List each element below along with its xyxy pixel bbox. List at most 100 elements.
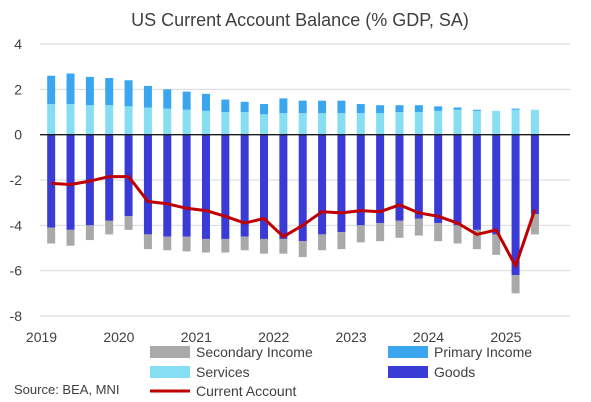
y-tick-label: 0	[14, 127, 22, 143]
bar-secondary-income	[221, 238, 230, 253]
bar-primary-income	[318, 100, 327, 114]
bar-goods	[453, 134, 462, 226]
bar-secondary-income	[85, 225, 94, 241]
bar-secondary-income	[105, 220, 114, 235]
bar-goods	[530, 134, 539, 214]
bar-secondary-income	[472, 229, 481, 250]
bar-goods	[414, 134, 423, 219]
bar-primary-income	[511, 108, 520, 110]
bar-goods	[260, 134, 269, 239]
bar-secondary-income	[201, 238, 210, 253]
bar-secondary-income	[511, 275, 520, 294]
bar-primary-income	[395, 105, 404, 112]
bar-primary-income	[85, 76, 94, 106]
bar-goods	[318, 134, 327, 235]
bar-secondary-income	[163, 236, 172, 251]
bar-services	[434, 110, 443, 135]
bar-primary-income	[279, 98, 288, 114]
bar-services	[318, 113, 327, 135]
bar-services	[47, 104, 56, 135]
bar-services	[124, 106, 133, 135]
bar-goods	[298, 134, 307, 242]
x-tick-label: 2025	[490, 329, 521, 345]
line-layer	[51, 175, 537, 268]
bar-goods	[221, 134, 230, 239]
y-tick-label: -2	[10, 172, 23, 188]
bar-secondary-income	[492, 234, 501, 255]
bar-services	[221, 112, 230, 135]
bar-services	[201, 110, 210, 135]
bar-goods	[492, 134, 501, 235]
bar-primary-income	[453, 107, 462, 110]
bar-goods	[143, 134, 152, 235]
bar-primary-income	[240, 101, 249, 112]
bar-primary-income	[66, 73, 75, 105]
bar-secondary-income	[143, 234, 152, 250]
bar-services	[453, 109, 462, 135]
bar-primary-income	[337, 100, 346, 114]
bar-secondary-income	[240, 236, 249, 251]
bar-primary-income	[105, 78, 114, 106]
bar-secondary-income	[356, 225, 365, 243]
bar-secondary-income	[260, 238, 269, 254]
bar-secondary-income	[395, 220, 404, 238]
y-tick-label: 2	[14, 81, 22, 97]
bar-secondary-income	[124, 216, 133, 230]
legend-label-current-account: Current Account	[196, 383, 296, 399]
bar-services	[395, 112, 404, 135]
bar-services	[492, 110, 501, 135]
bar-secondary-income	[376, 223, 385, 242]
bar-secondary-income	[279, 238, 288, 254]
legend-label-primary-income: Primary Income	[434, 344, 532, 360]
bar-services	[530, 109, 539, 135]
bar-services	[182, 109, 191, 135]
bar-layer	[47, 73, 539, 294]
bar-goods	[47, 134, 56, 228]
bar-goods	[201, 134, 210, 239]
bar-services	[85, 105, 94, 135]
bar-goods	[434, 134, 443, 224]
bar-goods	[376, 134, 385, 224]
bar-services	[356, 113, 365, 135]
legend: Secondary Income Primary Income Services Go…	[150, 344, 532, 399]
bar-secondary-income	[434, 223, 443, 242]
bar-services	[240, 112, 249, 135]
x-tick-label: 2023	[336, 329, 367, 345]
bar-services	[279, 113, 288, 135]
bar-primary-income	[356, 104, 365, 114]
chart-title: US Current Account Balance (% GDP, SA)	[131, 10, 469, 30]
bar-goods	[337, 134, 346, 233]
bar-goods	[66, 134, 75, 230]
bar-goods	[163, 134, 172, 237]
bar-secondary-income	[453, 225, 462, 244]
bar-services	[66, 104, 75, 135]
bar-secondary-income	[47, 227, 56, 244]
x-tick-label: 2022	[258, 329, 289, 345]
source-note: Source: BEA, MNI	[14, 382, 119, 397]
bar-goods	[356, 134, 365, 226]
bar-primary-income	[472, 109, 481, 111]
bar-primary-income	[124, 80, 133, 107]
bar-goods	[511, 134, 520, 276]
bar-secondary-income	[182, 236, 191, 252]
bar-services	[337, 113, 346, 135]
bar-services	[298, 113, 307, 135]
bar-services	[105, 105, 114, 135]
bar-secondary-income	[337, 232, 346, 250]
bar-goods	[182, 134, 191, 237]
y-tick-label: -8	[10, 308, 23, 324]
x-tick-label: 2021	[181, 329, 212, 345]
bar-services	[511, 109, 520, 135]
bar-secondary-income	[318, 234, 327, 251]
bar-primary-income	[434, 106, 443, 111]
bar-services	[163, 108, 172, 135]
y-tick-label: -4	[10, 217, 23, 233]
x-tick-label: 2024	[413, 329, 444, 345]
x-tick-label: 2019	[26, 329, 57, 345]
legend-swatch-secondary-income	[150, 346, 190, 358]
bar-primary-income	[376, 105, 385, 114]
legend-label-secondary-income: Secondary Income	[196, 344, 313, 360]
